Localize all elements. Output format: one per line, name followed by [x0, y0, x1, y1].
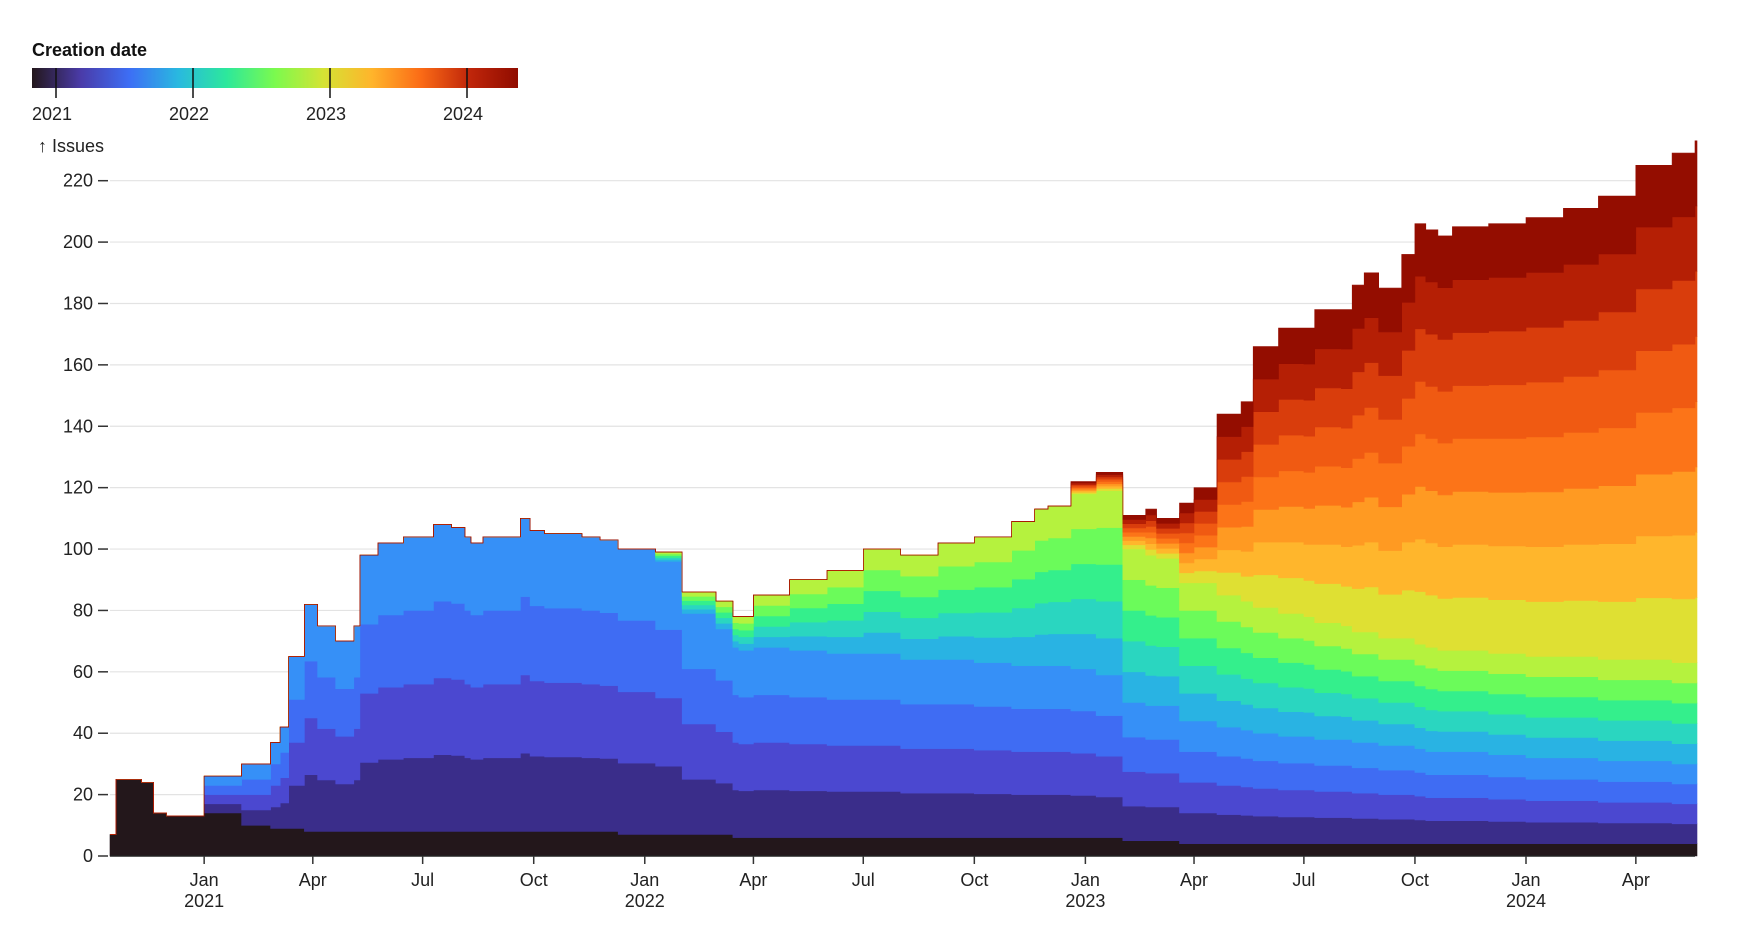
x-tick-year-label: 2024: [1506, 891, 1546, 911]
legend-ticks: 2021 2022 2023 2024: [32, 68, 483, 124]
y-axis: 0 20 40 60 80 100 120 140 160 180 200 220: [63, 171, 108, 866]
x-tick-label: Jul: [1292, 870, 1315, 890]
y-tick-label: 40: [73, 723, 93, 743]
x-tick-label: Apr: [739, 870, 767, 890]
x-tick-label: Jan: [630, 870, 659, 890]
y-tick-label: 80: [73, 600, 93, 620]
legend-tick-label: 2024: [443, 104, 483, 124]
x-tick-year-label: 2023: [1065, 891, 1105, 911]
legend-tick-label: 2023: [306, 104, 346, 124]
x-tick-year-label: 2021: [184, 891, 224, 911]
x-tick-label: Jan: [1511, 870, 1540, 890]
x-tick-label: Oct: [1401, 870, 1429, 890]
y-tick-label: 100: [63, 539, 93, 559]
legend-color-ramp: [32, 68, 518, 88]
y-tick-label: 160: [63, 355, 93, 375]
x-tick-label: Jan: [190, 870, 219, 890]
x-tick-year-label: 2022: [625, 891, 665, 911]
x-tick-label: Jul: [411, 870, 434, 890]
x-tick-label: Jul: [852, 870, 875, 890]
x-tick-label: Jan: [1071, 870, 1100, 890]
area-band-2023: [110, 140, 1698, 835]
legend-title: Creation date: [32, 40, 147, 60]
y-tick-label: 120: [63, 478, 93, 498]
y-tick-label: 0: [83, 846, 93, 866]
color-legend: Creation date 2021 2022 2023 2024: [32, 40, 518, 124]
x-tick-label: Oct: [960, 870, 988, 890]
x-tick-label: Apr: [1180, 870, 1208, 890]
stacked-areas: [109, 140, 1698, 857]
y-tick-label: 200: [63, 232, 93, 252]
x-tick-label: Apr: [1622, 870, 1650, 890]
y-tick-label: 20: [73, 785, 93, 805]
x-tick-label: Apr: [299, 870, 327, 890]
y-tick-label: 180: [63, 293, 93, 313]
y-tick-label: 220: [63, 171, 93, 191]
y-tick-label: 60: [73, 662, 93, 682]
x-tick-label: Oct: [520, 870, 548, 890]
y-axis-label: ↑ Issues: [38, 136, 104, 156]
legend-tick-label: 2022: [169, 104, 209, 124]
y-tick-label: 140: [63, 416, 93, 436]
legend-tick-label: 2021: [32, 104, 72, 124]
